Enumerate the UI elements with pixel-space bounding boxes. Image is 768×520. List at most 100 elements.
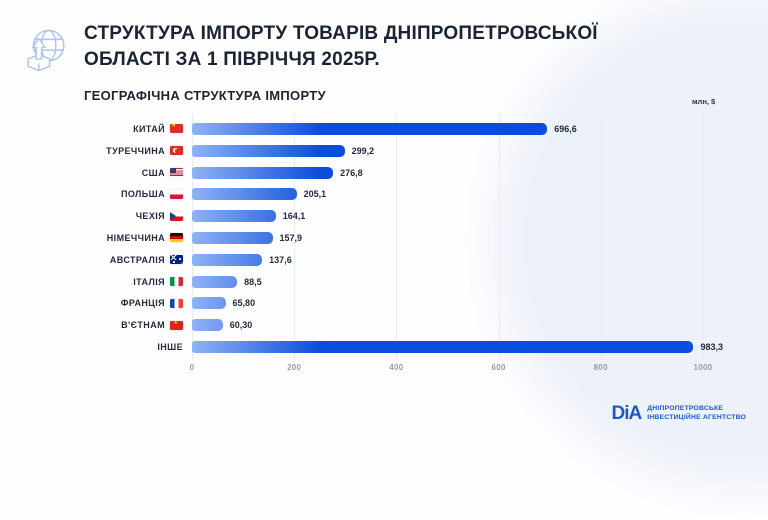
agency-name-line-1: ДНІПРОПЕТРОВСЬКЕ bbox=[647, 405, 724, 412]
bar-value-label: 157,9 bbox=[279, 232, 303, 243]
bar-chart: КИТАЙ 696,6 ТУРЕЧЧИНА 299,2 США 276,8 ПО… bbox=[0, 118, 768, 358]
gridline bbox=[498, 114, 500, 360]
slide: { "header": { "title_line1": "СТРУКТУРА … bbox=[0, 0, 768, 432]
bar-value-label: 88,5 bbox=[244, 276, 262, 287]
chart-row: ІТАЛІЯ 88,5 bbox=[0, 271, 768, 293]
country-label: НІМЕЧЧИНА bbox=[106, 232, 165, 243]
row-label-cell: США bbox=[0, 168, 183, 178]
import-value-bar bbox=[192, 341, 694, 354]
bar-value-label: 65,80 bbox=[232, 298, 256, 309]
import-value-bar bbox=[192, 275, 238, 288]
dia-logo: DiA ДНІПРОПЕТРОВСЬКЕ ІНВЕСТИЦІЙНЕ АГЕНТС… bbox=[612, 404, 747, 423]
poland-flag-icon bbox=[170, 189, 183, 199]
bar-value-label: 164,1 bbox=[282, 211, 306, 222]
title-line-2: ОБЛАСТІ ЗА 1 ПІВРІЧЧЯ 2025Р. bbox=[84, 49, 380, 70]
x-axis-tick: 1000 bbox=[693, 363, 713, 372]
gridline bbox=[703, 114, 704, 360]
chart-row: ІНШЕ 983,3 bbox=[0, 336, 768, 358]
page-title: СТРУКТУРА ІМПОРТУ ТОВАРІВ ДНІПРОПЕТРОВСЬ… bbox=[84, 21, 598, 73]
country-label: США bbox=[141, 167, 165, 178]
bar-value-label: 276,8 bbox=[340, 167, 363, 178]
import-value-bar bbox=[192, 253, 263, 266]
import-value-bar bbox=[192, 231, 273, 244]
country-label: КИТАЙ bbox=[133, 123, 165, 134]
country-label: ЧЕХІЯ bbox=[135, 211, 165, 222]
bar-value-label: 983,3 bbox=[700, 342, 723, 353]
row-label-cell: ФРАНЦІЯ bbox=[0, 298, 183, 308]
gridline bbox=[600, 114, 602, 360]
bar-value-label: 60,30 bbox=[229, 320, 253, 331]
bar-track: 137,6 bbox=[192, 253, 702, 266]
x-axis: 0 200 400 600 800 1000 bbox=[189, 363, 713, 375]
row-label-cell: В'ЄТНАМ bbox=[0, 320, 183, 330]
chart-title: ГЕОГРАФІЧНА СТРУКТУРА ІМПОРТУ bbox=[84, 88, 326, 103]
bar-track: 60,30 bbox=[192, 319, 702, 332]
bar-track: 276,8 bbox=[192, 166, 702, 179]
chart-row: НІМЕЧЧИНА 157,9 bbox=[0, 227, 768, 249]
x-axis-tick: 200 bbox=[287, 363, 302, 372]
country-label: ІНШЕ bbox=[157, 342, 183, 353]
x-axis-tick: 0 bbox=[189, 363, 195, 372]
row-label-cell: КИТАЙ bbox=[0, 124, 183, 134]
globe-import-icon bbox=[27, 29, 65, 72]
country-label: ФРАНЦІЯ bbox=[120, 298, 165, 309]
czechia-flag-icon bbox=[170, 211, 183, 221]
bar-track: 983,3 bbox=[192, 341, 723, 354]
x-axis-tick: 800 bbox=[593, 363, 608, 372]
chart-row: ТУРЕЧЧИНА 299,2 bbox=[0, 140, 768, 162]
import-value-bar bbox=[192, 166, 334, 179]
chart-row: ЧЕХІЯ 164,1 bbox=[0, 205, 768, 227]
row-label-cell: ПОЛЬША bbox=[0, 189, 183, 199]
title-line-1: СТРУКТУРА ІМПОРТУ ТОВАРІВ ДНІПРОПЕТРОВСЬ… bbox=[84, 23, 598, 44]
import-value-bar bbox=[192, 319, 223, 332]
chart-row: В'ЄТНАМ 60,30 bbox=[0, 314, 768, 336]
x-axis-tick: 400 bbox=[389, 363, 404, 372]
chart-row: США 276,8 bbox=[0, 162, 768, 184]
agency-name: ДНІПРОПЕТРОВСЬКЕ ІНВЕСТИЦІЙНЕ АГЕНТСТВО bbox=[647, 405, 746, 422]
chart-row: КИТАЙ 696,6 bbox=[0, 118, 768, 140]
bar-track: 696,6 bbox=[192, 122, 702, 135]
row-label-cell: НІМЕЧЧИНА bbox=[0, 233, 183, 243]
row-label-cell: АВСТРАЛІЯ bbox=[0, 255, 183, 265]
gridline bbox=[396, 114, 398, 360]
italy-flag-icon bbox=[170, 277, 183, 287]
country-label: В'ЄТНАМ bbox=[121, 320, 165, 331]
chart-row: АВСТРАЛІЯ 137,6 bbox=[0, 249, 768, 271]
import-value-bar bbox=[192, 297, 226, 310]
usa-flag-icon bbox=[170, 168, 183, 178]
chart-row: ПОЛЬША 205,1 bbox=[0, 183, 768, 205]
row-label-cell: ЧЕХІЯ bbox=[0, 211, 183, 221]
bar-track: 299,2 bbox=[192, 144, 702, 157]
vietnam-flag-icon bbox=[170, 320, 183, 330]
bar-track: 157,9 bbox=[192, 231, 702, 244]
row-label-cell: ТУРЕЧЧИНА bbox=[0, 146, 183, 156]
unit-label: млн, $ bbox=[692, 97, 716, 106]
bar-value-label: 299,2 bbox=[351, 145, 375, 156]
row-label-cell: ІНШЕ bbox=[0, 342, 183, 352]
bar-track: 88,5 bbox=[192, 275, 702, 288]
germany-flag-icon bbox=[170, 233, 183, 243]
china-flag-icon bbox=[170, 124, 183, 134]
bar-value-label: 205,1 bbox=[303, 189, 327, 200]
bar-track: 65,80 bbox=[192, 297, 702, 310]
bar-track: 205,1 bbox=[192, 188, 702, 201]
australia-flag-icon bbox=[170, 255, 183, 265]
chart-row: ФРАНЦІЯ 65,80 bbox=[0, 293, 768, 315]
import-value-bar bbox=[192, 188, 297, 201]
dia-wordmark: DiA bbox=[611, 403, 643, 424]
country-label: ІТАЛІЯ bbox=[133, 276, 165, 287]
gridline bbox=[294, 114, 296, 360]
row-label-cell: ІТАЛІЯ bbox=[0, 277, 183, 287]
turkey-flag-icon bbox=[170, 146, 183, 156]
bar-value-label: 137,6 bbox=[269, 254, 292, 265]
agency-name-line-2: ІНВЕСТИЦІЙНЕ АГЕНТСТВО bbox=[647, 413, 746, 421]
bar-value-label: 696,6 bbox=[554, 123, 577, 134]
country-label: ПОЛЬША bbox=[121, 189, 165, 200]
country-label: АВСТРАЛІЯ bbox=[109, 254, 165, 265]
bar-track: 164,1 bbox=[192, 210, 702, 223]
x-axis-tick: 600 bbox=[491, 363, 506, 372]
import-value-bar bbox=[192, 144, 345, 157]
country-label: ТУРЕЧЧИНА bbox=[106, 145, 165, 156]
import-value-bar bbox=[192, 122, 548, 135]
import-value-bar bbox=[192, 210, 276, 223]
